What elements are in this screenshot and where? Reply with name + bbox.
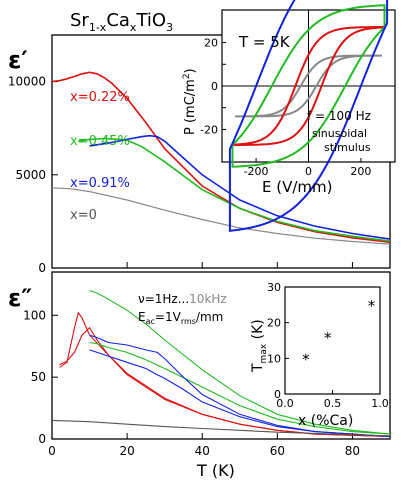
x-tick-label: 0.5 [324,397,342,410]
series-line [89,134,391,240]
hysteresis-temp: T = 5K [238,33,291,51]
tmax-points: * * * [302,297,376,369]
eps-imag-ylabel: ε″ [8,284,32,312]
series-line [89,349,391,438]
x-tick-label: 80 [345,444,360,458]
series-label-x091: x=0.91% [70,176,130,191]
tmax-xlabel: x (%Ca) [298,413,353,429]
x-tick-label: 40 [195,444,210,458]
x-tick-label: 60 [270,444,285,458]
series-label-x045: x=0.45% [70,134,130,149]
hysteresis-loop [231,4,386,168]
tmax-point: * [368,297,376,315]
freq-annotation: ν=1Hz...10kHz [138,292,227,306]
series-line [78,137,391,242]
eps-real-series [51,71,391,245]
series-line [51,187,391,245]
eps-real-x-ticks [51,262,353,268]
field-annotation: Eac=1Vrms/mm [138,310,223,326]
series-label-x0: x=0 [70,208,97,223]
hysteresis-stim1: sinusoidal [312,127,367,140]
x-tick-label: 0 [48,444,56,458]
x-tick-label: 20 [119,444,134,458]
tmax-point: * [302,350,310,368]
hysteresis-loops [228,0,389,232]
tmax-frame [284,286,381,395]
hysteresis-ylabel: P (mC/m2) [182,68,198,135]
series-label-x022: x=0.22% [70,90,130,105]
hysteresis-stim2: stimulus [324,141,371,154]
x-axis-label: T (K) [196,461,235,480]
hysteresis-freq: f = 100 Hz [307,109,371,123]
eps-real-y-ticks: 0 5000 10000 [8,75,58,275]
eps-imag-series [51,290,391,438]
y-tick-label: 0 [211,80,218,93]
y-tick-label: 0 [38,261,46,275]
figure-title: Sr1-xCaxTiO3 [70,10,173,34]
x-tick-label: 0.0 [276,397,294,410]
tmax-ylabel: Tmax (K) [250,319,269,373]
series-line [51,71,391,244]
y-tick-label: 0 [274,388,281,401]
y-tick-label: 50 [31,370,46,384]
y-tick-label: 100 [23,308,46,322]
hysteresis-loop [228,0,389,232]
eps-imag-y-ticks: 0 50 100 [23,308,58,446]
y-tick-label: 10000 [8,75,46,89]
tmax-inset: 0 10 20 30 0.0 0.5 1.0 * * * x (%Ca) Tmax (K) [250,281,389,429]
y-tick-label: 5000 [15,168,46,182]
x-tick-label: -200 [244,165,269,178]
series-line [89,290,391,435]
y-tick-label: 20 [204,37,218,50]
y-tick-label: 30 [267,281,281,294]
y-tick-label: 0 [38,432,46,446]
y-tick-label: 20 [267,317,281,330]
x-tick-label: 1.0 [371,397,389,410]
eps-real-ylabel: ε′ [8,46,28,74]
hysteresis-xlabel: E (V/mm) [262,178,333,196]
tmax-point: * [324,329,332,347]
y-tick-label: -20 [200,123,218,136]
y-tick-label: 10 [267,352,281,365]
x-tick-label: 200 [350,165,371,178]
series-line [51,419,391,437]
eps-real-panel: ε′ 0 5000 10000 x=0.22% x=0.45% x=0.91% x=… [8,34,391,275]
tmax-ticks: 0 10 20 30 0.0 0.5 1.0 [267,281,389,410]
eps-imag-frame [51,271,391,440]
eps-imag-x-ticks: 0 20 40 60 80 [48,433,360,458]
x-tick-label: 0 [305,165,312,178]
